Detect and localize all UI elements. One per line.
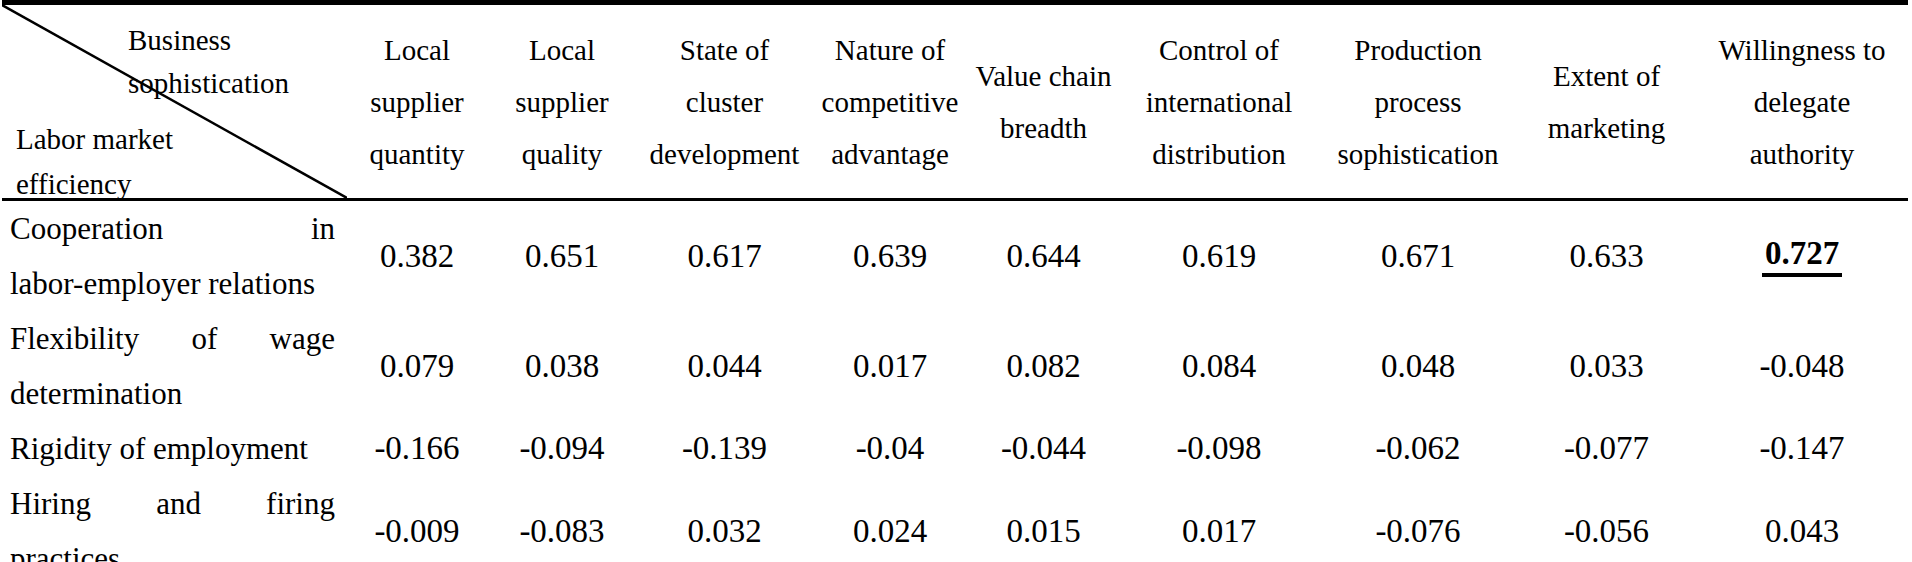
value-cell: 0.651 [487, 200, 637, 312]
column-header-control-of-international-distribution: Control of international distribution [1119, 3, 1319, 200]
value-cell: 0.382 [347, 200, 487, 312]
value-cell: -0.147 [1696, 421, 1908, 476]
value-cell: -0.04 [812, 421, 968, 476]
column-header-nature-of-competitive-advantage: Nature of competitive advantage [812, 3, 968, 200]
value-cell: 0.033 [1517, 311, 1696, 421]
value-cell: 0.043 [1696, 476, 1908, 562]
value-cell: 0.671 [1319, 200, 1517, 312]
column-header-local-supplier-quality: Local supplier quality [487, 3, 637, 200]
value-cell: 0.044 [637, 311, 812, 421]
column-group-label-line1: Business [128, 19, 289, 62]
row-group-label-line2: efficiency [16, 162, 173, 207]
value-cell: -0.062 [1319, 421, 1517, 476]
column-header-extent-of-marketing: Extent of marketing [1517, 3, 1696, 200]
row-group-label: Labor market efficiency [16, 117, 173, 207]
value-cell: 0.639 [812, 200, 968, 312]
table-row-hiring: Hiring and firing practices -0.009 -0.08… [2, 476, 1908, 562]
row-label-line1: Rigidity of employment [10, 421, 335, 476]
row-label-line2: practices [10, 531, 335, 562]
row-label-line1: Hiring and firing [10, 476, 335, 531]
value-cell: -0.044 [968, 421, 1119, 476]
value-cell: 0.024 [812, 476, 968, 562]
row-label: Rigidity of employment [2, 421, 347, 476]
value-cell: -0.098 [1119, 421, 1319, 476]
column-header-willingness-to-delegate-authority: Willingness to delegate authority [1696, 3, 1908, 200]
value-cell: -0.056 [1517, 476, 1696, 562]
value-cell: -0.009 [347, 476, 487, 562]
value-cell: -0.166 [347, 421, 487, 476]
column-header-state-of-cluster-development: State of cluster development [637, 3, 812, 200]
row-label: Cooperation in labor-employer relations [2, 200, 347, 312]
row-group-label-line1: Labor market [16, 117, 173, 162]
value-cell: 0.084 [1119, 311, 1319, 421]
row-label-line1: Cooperation in [10, 201, 335, 256]
value-cell: 0.017 [812, 311, 968, 421]
value-cell: 0.727 [1696, 200, 1908, 312]
value-cell: 0.619 [1119, 200, 1319, 312]
corner-cell: Business sophistication Labor market eff… [2, 3, 347, 200]
table-row-flexibility: Flexibility of wage determination 0.079 … [2, 311, 1908, 421]
value-cell: 0.617 [637, 200, 812, 312]
value-cell: -0.083 [487, 476, 637, 562]
column-header-production-process-sophistication: Production process sophistication [1319, 3, 1517, 200]
value-cell: -0.076 [1319, 476, 1517, 562]
value-cell: -0.048 [1696, 311, 1908, 421]
table-row-cooperation: Cooperation in labor-employer relations … [2, 200, 1908, 312]
emphasized-value: 0.727 [1762, 235, 1842, 277]
column-header-value-chain-breadth: Value chain breadth [968, 3, 1119, 200]
row-label-line2: labor-employer relations [10, 256, 335, 311]
value-cell: 0.048 [1319, 311, 1517, 421]
column-group-label: Business sophistication [128, 19, 289, 105]
row-label: Flexibility of wage determination [2, 311, 347, 421]
value-cell: 0.032 [637, 476, 812, 562]
column-header-local-supplier-quantity: Local supplier quantity [347, 3, 487, 200]
row-label: Hiring and firing practices [2, 476, 347, 562]
value-cell: 0.082 [968, 311, 1119, 421]
value-cell: -0.094 [487, 421, 637, 476]
table-row-rigidity: Rigidity of employment -0.166 -0.094 -0.… [2, 421, 1908, 476]
header-row: Business sophistication Labor market eff… [2, 3, 1908, 200]
column-group-label-line2: sophistication [128, 62, 289, 105]
value-cell: 0.015 [968, 476, 1119, 562]
value-cell: 0.038 [487, 311, 637, 421]
paper-table-page: Business sophistication Labor market eff… [0, 0, 1912, 562]
value-cell: -0.139 [637, 421, 812, 476]
value-cell: 0.079 [347, 311, 487, 421]
correlation-table: Business sophistication Labor market eff… [2, 0, 1908, 562]
value-cell: -0.077 [1517, 421, 1696, 476]
row-label-line1: Flexibility of wage [10, 311, 335, 366]
value-cell: 0.017 [1119, 476, 1319, 562]
row-label-line2: determination [10, 366, 335, 421]
value-cell: 0.633 [1517, 200, 1696, 312]
value-cell: 0.644 [968, 200, 1119, 312]
